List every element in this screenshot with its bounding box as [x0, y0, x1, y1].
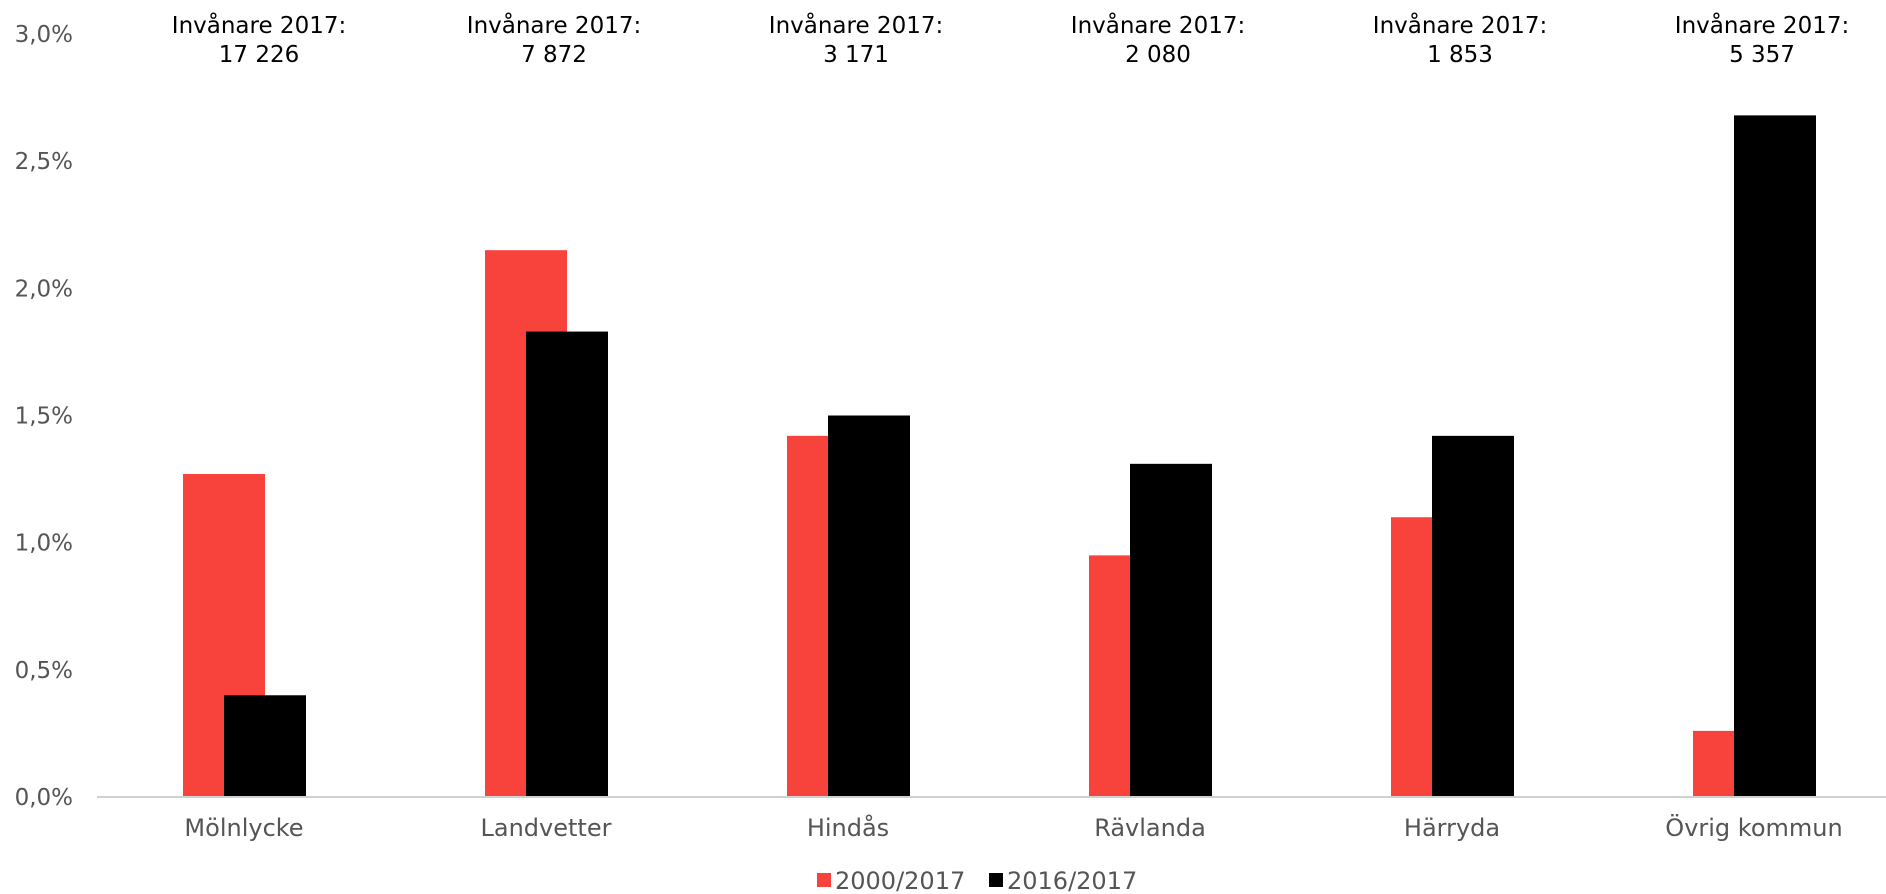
- y-tick-label: 0,5%: [15, 658, 73, 684]
- annotation-value: 3 171: [823, 42, 889, 68]
- y-tick-label: 2,0%: [15, 276, 73, 302]
- legend-label: 2000/2017: [835, 867, 965, 894]
- y-tick-label: 1,0%: [15, 531, 73, 557]
- x-category-label: Rävlanda: [1094, 814, 1206, 842]
- y-tick-label: 3,0%: [15, 22, 73, 48]
- x-category-label: Mölnlycke: [184, 814, 303, 842]
- annotation-title: Invånare 2017:: [1373, 11, 1547, 39]
- y-tick-label: 0,0%: [15, 785, 73, 811]
- x-category-label: Härryda: [1404, 814, 1500, 842]
- y-tick-label: 2,5%: [15, 149, 73, 175]
- annotation-title: Invånare 2017:: [769, 11, 943, 39]
- bar-series-2016-2017-1: [526, 331, 608, 797]
- bar-series-2016-2017-0: [224, 695, 306, 797]
- annotation-value: 17 226: [219, 42, 299, 68]
- legend-swatch: [817, 873, 831, 887]
- bar-series-2016-2017-5: [1734, 115, 1816, 798]
- annotation-value: 1 853: [1427, 42, 1493, 68]
- legend-label: 2016/2017: [1007, 867, 1137, 894]
- annotation-value: 2 080: [1125, 42, 1191, 68]
- x-category-label: Hindås: [807, 813, 889, 842]
- bar-series-2016-2017-4: [1432, 435, 1514, 797]
- bar-series-2016-2017-3: [1130, 463, 1212, 797]
- annotation-title: Invånare 2017:: [1071, 11, 1245, 39]
- bar-series-2016-2017-2: [828, 415, 910, 797]
- annotation-title: Invånare 2017:: [1675, 11, 1849, 39]
- annotation-value: 7 872: [521, 42, 587, 68]
- y-tick-label: 1,5%: [15, 404, 73, 430]
- annotation-title: Invånare 2017:: [172, 11, 346, 39]
- legend-swatch: [989, 873, 1003, 887]
- annotation-title: Invånare 2017:: [467, 11, 641, 39]
- annotation-value: 5 357: [1729, 42, 1795, 68]
- x-category-label: Landvetter: [481, 814, 612, 842]
- x-category-label: Övrig kommun: [1665, 813, 1842, 842]
